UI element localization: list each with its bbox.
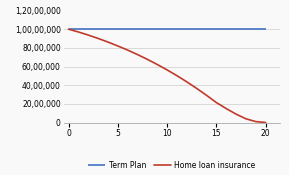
Home loan insurance xyxy=(264,121,267,124)
Home loan insurance xyxy=(86,34,90,36)
Home loan insurance xyxy=(155,63,159,65)
Home loan insurance xyxy=(126,49,129,51)
Line: Home loan insurance: Home loan insurance xyxy=(68,29,266,122)
Home loan insurance xyxy=(96,37,100,39)
Home loan insurance xyxy=(77,31,80,33)
Home loan insurance xyxy=(225,107,228,110)
Home loan insurance xyxy=(175,75,179,77)
Home loan insurance xyxy=(165,69,169,71)
Home loan insurance xyxy=(106,41,110,43)
Home loan insurance xyxy=(254,121,257,123)
Home loan insurance xyxy=(234,113,238,115)
Home loan insurance xyxy=(146,58,149,60)
Home loan insurance xyxy=(205,94,208,96)
Legend: Term Plan, Home loan insurance: Term Plan, Home loan insurance xyxy=(85,158,259,173)
Home loan insurance xyxy=(244,118,248,120)
Home loan insurance xyxy=(214,102,218,104)
Home loan insurance xyxy=(185,81,188,83)
Home loan insurance xyxy=(116,45,120,47)
Home loan insurance xyxy=(195,87,198,89)
Home loan insurance xyxy=(136,54,139,56)
Home loan insurance xyxy=(67,28,70,30)
